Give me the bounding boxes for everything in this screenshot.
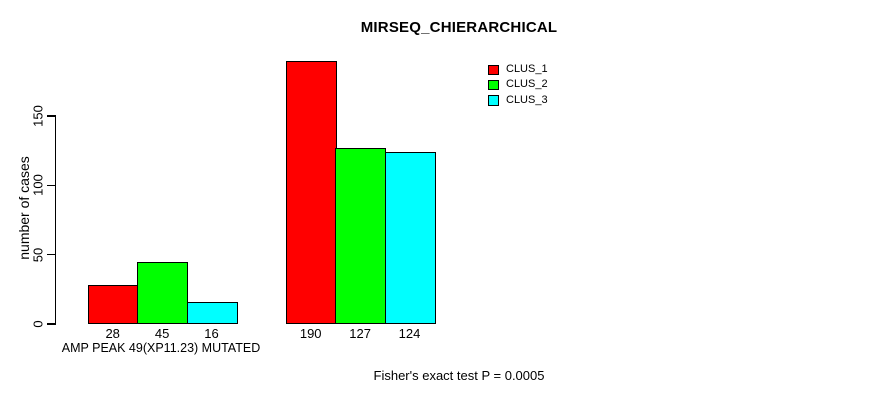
bar-value-label: 28 [105,326,120,341]
bar-group2-clus_3 [384,152,436,324]
chart-title: MIRSEQ_CHIERARCHICAL [360,19,558,36]
bar-value-label: 127 [349,326,371,341]
legend-label: CLUS_2 [506,78,548,91]
bar-value-label: 124 [398,326,421,341]
bar-group1-clus_1 [88,285,139,324]
legend-swatch-clus_2 [488,79,499,91]
y-tick [47,184,55,187]
y-tick-label: 150 [30,105,46,127]
y-tick [47,323,55,325]
y-tick [47,115,55,117]
bar-value-label: 45 [154,326,170,341]
legend-label: CLUS_1 [506,63,548,75]
annotation-text: Fisher's exact test P = 0.0005 [373,368,545,383]
x-group-label: AMP PEAK 49(XP11.23) MUTATED [61,341,261,355]
y-axis-line [54,115,56,325]
bar-value-label: 16 [204,326,219,341]
legend-swatch-clus_1 [488,64,499,75]
y-tick-label: 50 [30,247,46,262]
y-tick-label: 100 [30,174,46,197]
legend-label: CLUS_3 [506,93,548,106]
bar-group2-clus_1 [286,60,337,324]
y-tick [47,253,55,256]
legend-swatch-clus_3 [488,95,499,106]
bar-group1-clus_3 [186,301,238,324]
y-tick-label: 0 [30,320,46,328]
bar-group2-clus_2 [335,147,387,324]
bar-group1-clus_2 [137,261,189,324]
bar-value-label: 190 [299,326,322,341]
y-axis-label: number of cases [16,156,32,260]
